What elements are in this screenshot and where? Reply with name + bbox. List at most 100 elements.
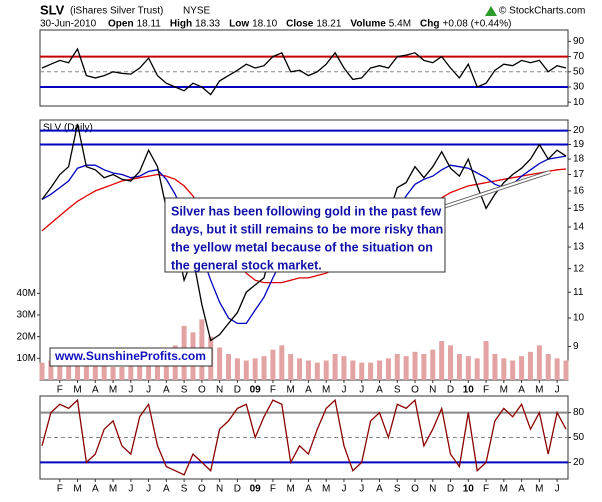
x-tick-label: F (270, 385, 276, 396)
x-tick-label: O (198, 385, 206, 396)
x-tick-label: 10 (463, 385, 475, 396)
y-tick-label: 19 (573, 139, 585, 150)
volume-bar (119, 367, 125, 380)
volume-bar (492, 354, 498, 380)
y-tick-label: 17 (573, 169, 585, 180)
watermark-box (49, 347, 213, 367)
y-tick-label: 13 (573, 242, 585, 253)
quote-value: +0.08 (+0.44%) (442, 19, 511, 30)
x-tick-label: D (234, 385, 241, 396)
volume-bar (57, 358, 63, 380)
volume-bar (226, 354, 232, 380)
volume-bar (332, 354, 338, 380)
series-line (41, 47, 567, 96)
x-tick-label: A (305, 385, 312, 396)
quote-value: 18.21 (316, 19, 341, 30)
quote-label: Volume (350, 19, 386, 30)
y-tick-label: 9 (573, 341, 579, 352)
x-tick-label: M (500, 484, 508, 495)
quote-value: 5.4M (389, 19, 411, 30)
annotation-line: Silver has been following gold in the pa… (171, 204, 441, 218)
volume-bar (421, 354, 427, 380)
x-tick-label: A (92, 385, 99, 396)
panel-title: SLV (Daily) (43, 123, 93, 134)
quote-label: Low (229, 19, 249, 30)
volume-bar (403, 356, 409, 380)
x-tick-label: N (216, 484, 223, 495)
y-tick-label: 11 (573, 287, 584, 298)
x-tick-label: O (411, 385, 419, 396)
x-tick-label: M (109, 385, 117, 396)
x-tick-label: A (518, 385, 525, 396)
exchange: NYSE (183, 6, 211, 17)
date: 30-Jun-2010 (40, 19, 97, 30)
y-tick-label: 50 (573, 66, 585, 77)
volume-bar (110, 367, 116, 380)
x-tick-label: M (322, 484, 330, 495)
volume-bar (527, 351, 533, 380)
x-tick-label: M (73, 484, 81, 495)
volume-bar (474, 358, 480, 380)
volume-bar (368, 362, 374, 380)
x-tick-label: J (146, 484, 151, 495)
x-tick-label: A (92, 484, 99, 495)
x-tick-label: M (73, 385, 81, 396)
volume-bar (554, 358, 560, 380)
x-tick-label: J (341, 385, 346, 396)
x-tick-label: F (270, 484, 276, 495)
x-tick-label: N (429, 484, 436, 495)
volume-bar (261, 356, 267, 380)
volume-bar (350, 360, 356, 380)
volume-bar (137, 362, 143, 380)
volume-bar (536, 345, 542, 380)
y2-tick-label: 10M (17, 353, 36, 364)
x-tick-label: O (198, 484, 206, 495)
volume-bar (465, 356, 471, 380)
volume-bar (545, 354, 551, 380)
x-tick-label: M (287, 484, 295, 495)
quote-label: Open (108, 19, 134, 30)
x-tick-label: F (57, 484, 63, 495)
x-tick-label: F (483, 484, 489, 495)
annotation-line: days, but it still remains to be more ri… (171, 222, 443, 236)
symbol: SLV (40, 2, 65, 17)
y-tick-label: 18 (573, 154, 585, 165)
y-tick-label: 16 (573, 186, 585, 197)
volume-bar (288, 354, 294, 380)
plot-area: 90 70 50 30 10 SLV (Daily) 20 19 18 17 16 15 14 13 12 1… (17, 36, 585, 495)
x-tick-label: M (287, 385, 295, 396)
y-tick-label: 15 (573, 203, 585, 214)
x-tick-label: 10 (463, 484, 475, 495)
x-tick-label: 09 (250, 385, 262, 396)
volume-bar (394, 354, 400, 380)
x-tick-label: F (483, 385, 489, 396)
annotation-box (164, 197, 446, 273)
volume-bar (128, 364, 134, 380)
volume-bar (376, 360, 382, 380)
volume-bar (297, 358, 303, 380)
volume-bar (323, 360, 329, 380)
y-tick-label: 30 (573, 82, 585, 93)
volume-bar (66, 360, 72, 380)
x-tick-label: F (57, 385, 63, 396)
x-tick-label: A (163, 484, 170, 495)
y-tick-label: 50 (573, 432, 585, 443)
series-line (41, 168, 567, 284)
volume-bar (92, 362, 98, 380)
panel-frame (39, 119, 569, 381)
y-tick-label: 80 (573, 407, 585, 418)
x-tick-label: A (305, 484, 312, 495)
volume-bar (305, 360, 311, 380)
y-tick-label: 10 (573, 97, 585, 108)
x-tick-label: M (535, 385, 543, 396)
quote-label: High (170, 19, 192, 30)
volume-bar (48, 360, 54, 380)
volume-bar (439, 341, 445, 380)
volume-bar (359, 362, 365, 380)
x-tick-label: J (359, 484, 364, 495)
x-tick-label: J (128, 484, 133, 495)
volume-bar (252, 358, 258, 380)
volume-bar (314, 362, 320, 380)
volume-bar (501, 358, 507, 380)
